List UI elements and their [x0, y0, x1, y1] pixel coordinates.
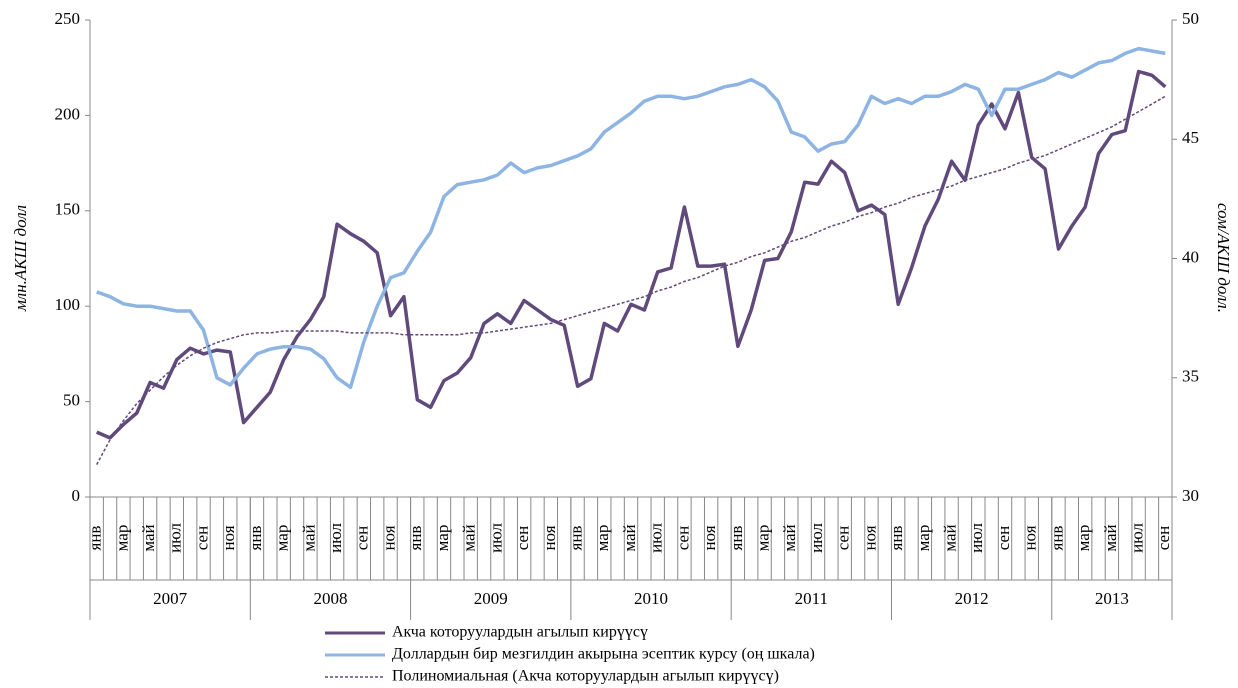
- y2-tick-label: 50: [1182, 9, 1199, 28]
- series-line: [96, 69, 1167, 440]
- group-label: 2013: [1095, 589, 1129, 608]
- x-tick-label: янв: [887, 526, 906, 551]
- x-tick-label: май: [1101, 524, 1120, 551]
- group-label: 2008: [313, 589, 347, 608]
- x-tick-label: мар: [753, 525, 772, 552]
- y-tick-label: 250: [55, 9, 81, 28]
- group-label: 2012: [955, 589, 989, 608]
- y2-tick-label: 40: [1182, 247, 1199, 266]
- x-tick-label: июл: [326, 523, 345, 553]
- x-tick-label: мар: [433, 525, 452, 552]
- x-tick-label: ноя: [700, 525, 719, 550]
- x-tick-label: мар: [112, 525, 131, 552]
- y2-tick-label: 45: [1182, 128, 1199, 147]
- x-tick-label: сен: [834, 526, 853, 550]
- x-tick-label: сен: [1154, 526, 1173, 550]
- group-label: 2007: [153, 589, 188, 608]
- x-tick-label: июл: [647, 523, 666, 553]
- x-tick-label: сен: [353, 526, 372, 550]
- x-tick-label: янв: [1047, 526, 1066, 551]
- x-tick-label: ноя: [1021, 525, 1040, 550]
- x-tick-label: янв: [406, 526, 425, 551]
- x-tick-label: сен: [192, 526, 211, 550]
- y-tick-label: 200: [55, 104, 81, 123]
- x-tick-label: май: [940, 524, 959, 551]
- group-label: 2010: [634, 589, 668, 608]
- y-tick-label: 0: [72, 486, 81, 505]
- x-tick-label: янв: [86, 526, 105, 551]
- x-tick-label: сен: [513, 526, 532, 550]
- y2-axis-label: сом/АКШ долл.: [1214, 203, 1233, 313]
- x-tick-label: янв: [727, 526, 746, 551]
- x-tick-label: ноя: [219, 525, 238, 550]
- x-tick-label: янв: [566, 526, 585, 551]
- legend-label: Полиномиальная (Акча которуулардын агылы…: [392, 668, 779, 685]
- x-tick-label: май: [620, 524, 639, 551]
- legend: Акча которуулардын агылып кирүүсү Доллард…: [325, 624, 815, 685]
- x-tick-label: май: [780, 524, 799, 551]
- x-tick-label: мар: [1074, 525, 1093, 552]
- x-tick-label: июл: [967, 523, 986, 553]
- y-tick-label: 100: [55, 295, 81, 314]
- x-tick-label: мар: [593, 525, 612, 552]
- y-tick-label: 50: [63, 391, 80, 410]
- group-label: 2009: [474, 589, 508, 608]
- legend-label: Доллардын бир мезгилдин акырына эсептик …: [392, 646, 815, 663]
- x-tick-label: июл: [1128, 523, 1147, 553]
- x-tick-label: май: [460, 524, 479, 551]
- x-tick-label: июл: [486, 523, 505, 553]
- x-tick-label: ноя: [540, 525, 559, 550]
- x-tick-label: ноя: [379, 525, 398, 550]
- x-tick-label: янв: [246, 526, 265, 551]
- x-tick-label: май: [139, 524, 158, 551]
- legend-label: Акча которуулардын агылып кирүүсү: [392, 624, 648, 641]
- x-tick-label: мар: [273, 525, 292, 552]
- y-tick-label: 150: [55, 200, 81, 219]
- y2-tick-label: 35: [1182, 367, 1199, 386]
- x-tick-label: июл: [166, 523, 185, 553]
- x-tick-label: июл: [807, 523, 826, 553]
- group-label: 2011: [795, 589, 828, 608]
- x-tick-label: май: [299, 524, 318, 551]
- y-axis-label: млн.АКШ долл: [11, 205, 30, 312]
- x-tick-label: ноя: [860, 525, 879, 550]
- series-line: [96, 46, 1166, 390]
- x-tick-label: мар: [914, 525, 933, 552]
- x-tick-label: сен: [673, 526, 692, 550]
- y2-tick-label: 30: [1182, 486, 1199, 505]
- x-tick-label: сен: [994, 526, 1013, 550]
